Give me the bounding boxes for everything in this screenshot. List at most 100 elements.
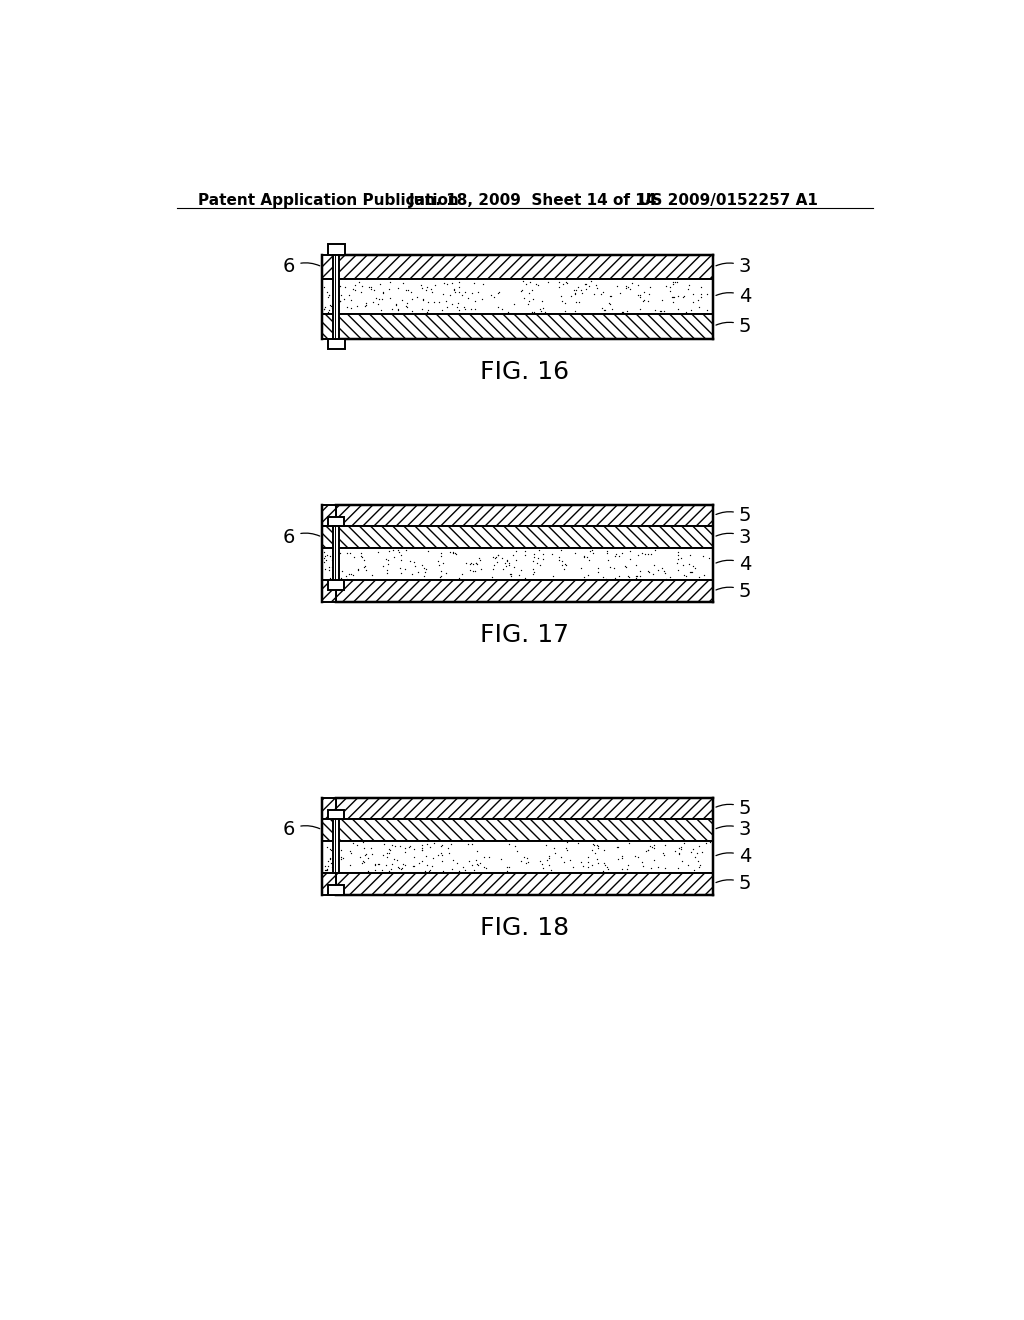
Point	[581, 275, 597, 296]
Point	[381, 279, 397, 300]
Point	[316, 541, 333, 562]
Point	[476, 857, 493, 878]
Point	[687, 557, 703, 578]
Point	[433, 836, 450, 857]
Point	[365, 292, 381, 313]
Point	[318, 859, 335, 880]
Point	[532, 554, 549, 576]
Bar	[336, 280, 714, 314]
Point	[603, 298, 620, 319]
Point	[607, 568, 624, 589]
Point	[503, 564, 519, 585]
Point	[486, 554, 503, 576]
Point	[670, 544, 686, 565]
Point	[464, 854, 480, 875]
Point	[508, 550, 524, 572]
Point	[411, 853, 427, 874]
Point	[403, 564, 420, 585]
Point	[418, 280, 434, 301]
Point	[457, 859, 473, 880]
Point	[641, 836, 657, 857]
Point	[332, 543, 348, 564]
Point	[667, 272, 683, 293]
Point	[465, 553, 481, 574]
Point	[622, 279, 638, 300]
Point	[585, 543, 601, 564]
Point	[613, 847, 630, 869]
Point	[629, 565, 645, 586]
Point	[556, 300, 572, 321]
Point	[579, 546, 595, 568]
Point	[418, 846, 434, 867]
Point	[370, 541, 386, 562]
Point	[472, 549, 488, 570]
Point	[333, 846, 349, 867]
Point	[575, 855, 592, 876]
Point	[640, 840, 656, 861]
Point	[423, 279, 439, 300]
Point	[324, 853, 340, 874]
Point	[589, 849, 605, 870]
Point	[414, 851, 430, 873]
Point	[475, 273, 492, 294]
Point	[680, 279, 696, 300]
Point	[467, 298, 483, 319]
Point	[688, 842, 705, 863]
Point	[566, 284, 583, 305]
Point	[691, 836, 708, 857]
Point	[445, 543, 462, 564]
Text: 4: 4	[716, 554, 752, 574]
Point	[421, 861, 437, 882]
Point	[431, 292, 447, 313]
Point	[484, 566, 501, 587]
Point	[322, 847, 338, 869]
Point	[468, 850, 484, 871]
Point	[345, 565, 361, 586]
Point	[379, 550, 395, 572]
Point	[653, 558, 670, 579]
Point	[401, 836, 418, 857]
Point	[445, 543, 462, 564]
Point	[420, 298, 436, 319]
Point	[367, 855, 383, 876]
Point	[632, 298, 648, 319]
Point	[645, 834, 662, 855]
Point	[630, 275, 646, 296]
Point	[341, 841, 357, 862]
Point	[685, 838, 701, 859]
Point	[433, 546, 450, 568]
Bar	[323, 818, 336, 841]
Point	[505, 544, 521, 565]
Point	[410, 561, 426, 582]
Point	[691, 855, 708, 876]
Point	[416, 565, 432, 586]
Point	[551, 549, 567, 570]
Point	[414, 837, 430, 858]
Point	[458, 553, 474, 574]
Point	[325, 272, 341, 293]
Point	[434, 834, 451, 855]
Point	[520, 293, 537, 314]
Point	[365, 843, 381, 865]
Point	[386, 849, 402, 870]
Point	[321, 300, 337, 321]
Point	[469, 854, 485, 875]
Point	[516, 568, 532, 589]
Point	[538, 301, 554, 322]
Point	[524, 558, 541, 579]
Point	[523, 301, 540, 322]
Point	[461, 850, 477, 871]
Point	[322, 284, 338, 305]
Point	[374, 288, 390, 309]
Point	[343, 842, 359, 863]
Point	[613, 858, 630, 879]
Text: FIG. 16: FIG. 16	[480, 360, 569, 384]
Text: 3: 3	[716, 257, 752, 276]
Point	[630, 285, 646, 306]
Point	[325, 556, 341, 577]
Point	[464, 834, 480, 855]
Bar	[336, 314, 714, 339]
Point	[514, 280, 530, 301]
Point	[402, 281, 419, 302]
Point	[379, 562, 395, 583]
